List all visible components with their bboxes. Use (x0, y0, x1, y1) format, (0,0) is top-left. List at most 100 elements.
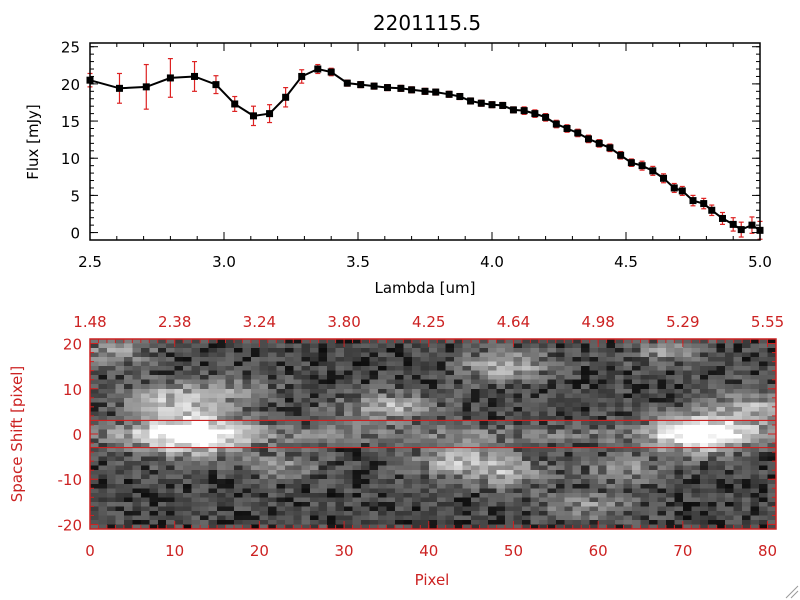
spectrum-title: 2201115.5 (373, 11, 481, 35)
x-tick-label: 80 (758, 542, 777, 560)
data-point (370, 82, 378, 90)
data-point (700, 200, 708, 208)
data-point (383, 84, 391, 92)
data-point (212, 81, 220, 89)
data-point (408, 86, 416, 94)
data-point (748, 221, 756, 229)
data-point (357, 81, 365, 89)
data-point (499, 101, 507, 109)
data-point (142, 83, 150, 91)
y-tick-label: 0 (72, 426, 82, 444)
data-point (456, 93, 464, 101)
y-tick-label: 10 (61, 150, 80, 168)
data-point (343, 79, 351, 87)
data-point (531, 110, 539, 118)
y-tick-label: 5 (70, 187, 80, 205)
image-x-label: Pixel (415, 571, 450, 589)
spectrum-x-ticks: 2.5 3.0 3.5 4.0 4.5 5.0 (78, 43, 772, 271)
data-point (689, 197, 697, 205)
data-point (574, 129, 582, 137)
top-tick-label: 3.24 (243, 313, 276, 331)
data-point (467, 97, 475, 105)
data-point (432, 88, 440, 96)
image-x-ticks: 0 10 20 30 40 50 60 70 80 (85, 339, 777, 560)
x-tick-label: 70 (673, 542, 692, 560)
spectrum-y-label: Flux [mJy] (24, 104, 42, 180)
data-point (708, 206, 716, 214)
data-point (617, 151, 625, 159)
y-tick-label: -20 (58, 516, 83, 534)
x-tick-label: 3.5 (346, 253, 370, 271)
spectrum-errorbars (87, 58, 763, 240)
space-shift-image (90, 339, 776, 529)
data-point (627, 159, 635, 167)
data-point (282, 93, 290, 101)
top-tick-label: 1.48 (73, 313, 106, 331)
x-tick-label: 3.0 (212, 253, 236, 271)
x-tick-label: 20 (250, 542, 269, 560)
y-tick-label: 20 (63, 336, 82, 354)
resize-grip-icon[interactable] (785, 585, 799, 599)
data-point (191, 72, 199, 80)
data-point (660, 174, 668, 182)
y-tick-label: 20 (61, 76, 80, 94)
y-tick-label: 10 (63, 381, 82, 399)
data-point (737, 226, 745, 234)
data-point (552, 120, 560, 128)
data-point (670, 184, 678, 192)
top-tick-label: 3.80 (327, 313, 360, 331)
data-point (314, 65, 322, 73)
top-tick-label: 5.29 (666, 313, 699, 331)
data-point (421, 87, 429, 95)
image-plot: 0 10 20 30 40 50 60 70 80 1.48 2.38 3.24 3.80 4.25 4.… (8, 313, 784, 589)
data-point (397, 84, 405, 92)
x-tick-label: 10 (165, 542, 184, 560)
y-tick-label: -10 (58, 471, 83, 489)
data-point (327, 68, 335, 76)
y-tick-label: 25 (61, 39, 80, 57)
spectrum-line (89, 67, 761, 232)
spectrum-plot: 2201115.5 2.5 3.0 3.5 4.0 4.5 5.0 0510152025 … (24, 11, 772, 297)
data-point (115, 84, 123, 92)
x-tick-label: 50 (504, 542, 523, 560)
top-tick-label: 2.38 (158, 313, 191, 331)
spectrum-frame (89, 42, 761, 241)
data-point (595, 139, 603, 147)
x-tick-label: 2.5 (78, 253, 102, 271)
data-point (445, 90, 453, 98)
top-tick-label: 5.55 (751, 313, 784, 331)
y-tick-label: 15 (61, 113, 80, 131)
spectrum-y-ticks: 0 5 10 15 20 25 (61, 39, 760, 243)
x-tick-label: 0 (85, 542, 95, 560)
top-tick-label: 4.25 (412, 313, 445, 331)
data-point (542, 113, 550, 121)
x-tick-label: 40 (419, 542, 438, 560)
x-tick-label: 30 (335, 542, 354, 560)
data-point (249, 112, 257, 120)
data-point (266, 110, 274, 118)
data-point (606, 144, 614, 152)
image-top-ticks: 1.48 2.38 3.24 3.80 4.25 4.64 4.98 5.29 5.55 (73, 313, 784, 347)
data-point (563, 124, 571, 132)
spectrum-markers (86, 65, 764, 234)
x-tick-label: 4.5 (614, 253, 638, 271)
data-point (584, 135, 592, 143)
data-point (649, 167, 657, 175)
data-point (477, 99, 485, 107)
data-point (488, 101, 496, 109)
data-point (718, 214, 726, 222)
data-point (520, 107, 528, 115)
x-tick-label: 4.0 (480, 253, 504, 271)
x-tick-label: 60 (589, 542, 608, 560)
image-y-label: Space Shift [pixel] (8, 366, 26, 503)
data-point (298, 72, 306, 80)
y-tick-label: 0 (70, 225, 80, 243)
data-point (166, 74, 174, 82)
data-point (638, 162, 646, 170)
data-point (509, 106, 517, 114)
top-tick-label: 4.64 (497, 313, 530, 331)
top-tick-label: 4.98 (581, 313, 614, 331)
x-tick-label: 5.0 (748, 253, 772, 271)
data-point (729, 220, 737, 228)
